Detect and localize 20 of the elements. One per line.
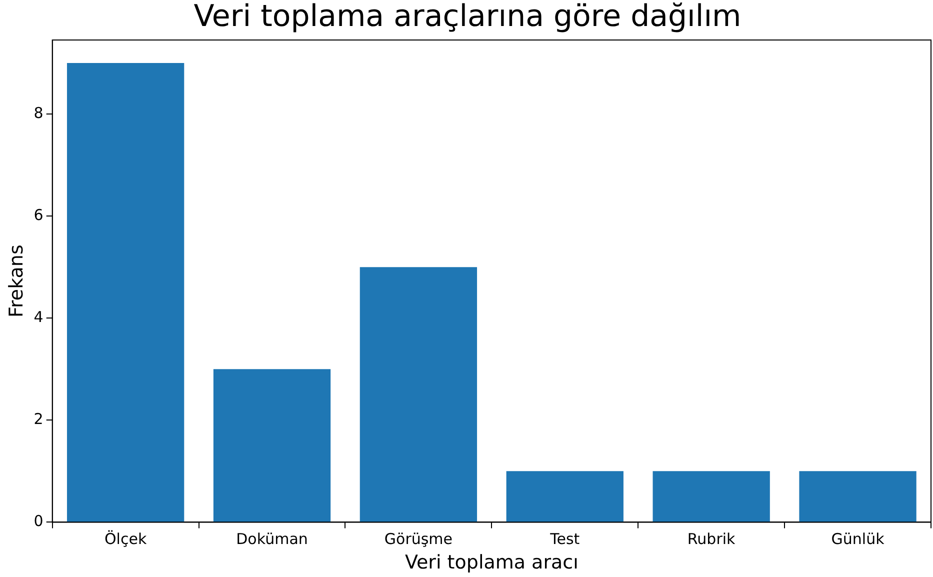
y-tick-label: 4 (34, 308, 44, 326)
x-tick-label: Ölçek (104, 530, 147, 548)
bar (360, 267, 478, 522)
x-tick-label: Günlük (831, 530, 885, 548)
x-tick-label: Rubrik (687, 530, 736, 548)
chart-title: Veri toplama araçlarına göre dağılım (194, 0, 742, 34)
x-axis-title: Veri toplama aracı (404, 552, 578, 574)
x-tick-label: Test (549, 530, 580, 548)
y-axis-title: Frekans (5, 244, 28, 318)
bar (506, 471, 624, 522)
bar (799, 471, 916, 522)
y-tick-label: 6 (34, 206, 44, 224)
y-tick-label: 2 (34, 410, 44, 428)
x-tick-label: Doküman (236, 530, 308, 548)
y-tick-label: 0 (34, 512, 44, 530)
y-tick-label: 8 (34, 104, 44, 122)
bar (652, 471, 770, 522)
x-tick-label: Görüşme (384, 530, 453, 548)
bar (66, 62, 184, 522)
bar (213, 369, 331, 522)
